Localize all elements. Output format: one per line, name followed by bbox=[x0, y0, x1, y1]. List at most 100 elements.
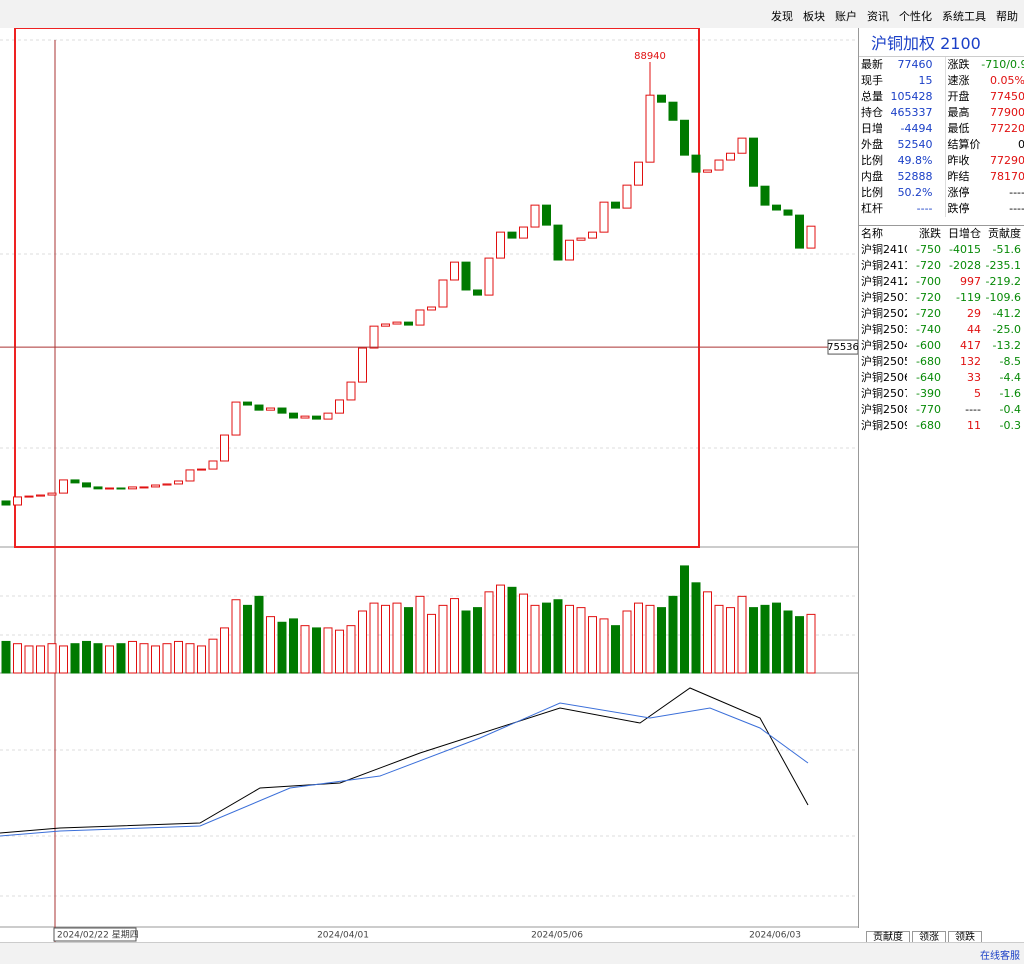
candle bbox=[622, 184, 632, 209]
date-label: 2024/02/22 星期四 bbox=[57, 930, 139, 941]
volume-bar bbox=[507, 586, 517, 674]
quote-row: 比例 49.8% 昨收 77290 bbox=[859, 153, 1024, 169]
contract-cell: -51.6 bbox=[992, 243, 1021, 256]
contract-row[interactable]: 沪铜2503 -740 44 -25.0 bbox=[859, 322, 1024, 338]
contract-row[interactable]: 沪铜2501 -720 -119 -109.6 bbox=[859, 290, 1024, 306]
volume-bar bbox=[795, 616, 804, 674]
volume-bar bbox=[93, 643, 103, 674]
candle bbox=[266, 407, 275, 411]
volume-bar bbox=[381, 604, 390, 674]
candle bbox=[36, 494, 45, 497]
candle bbox=[484, 257, 494, 296]
contract-row[interactable]: 沪铜2412 -700 997 -219.2 bbox=[859, 274, 1024, 290]
candle bbox=[151, 484, 160, 488]
quote-cell: 77460 bbox=[897, 58, 933, 71]
candle bbox=[519, 226, 528, 239]
contract-cell: -8.5 bbox=[999, 355, 1021, 368]
contract-row[interactable]: 沪铜2506 -640 33 -4.4 bbox=[859, 370, 1024, 386]
volume-bar bbox=[415, 595, 425, 674]
contract-cell: 沪铜2410 bbox=[861, 243, 907, 256]
candle bbox=[760, 185, 770, 206]
contract-row[interactable]: 沪铜2504 -600 417 -13.2 bbox=[859, 338, 1024, 354]
contract-row[interactable]: 沪铜2509 -680 11 -0.3 bbox=[859, 418, 1024, 434]
volume-bar bbox=[162, 643, 172, 674]
quote-cell: 50.2% bbox=[897, 186, 933, 199]
header-cell: 日增仓 bbox=[948, 227, 981, 240]
quote-cell: 内盘 bbox=[861, 170, 883, 183]
volume-bar bbox=[657, 607, 666, 674]
volume-bar bbox=[208, 638, 218, 674]
contract-row[interactable]: 沪铜2410 -750 -4015 -51.6 bbox=[859, 242, 1024, 258]
quote-cell: 465337 bbox=[890, 106, 933, 119]
menu: 发现 板块 账户 资讯 个性化 系统工具 帮助 bbox=[761, 8, 1018, 24]
contract-cell: -41.2 bbox=[992, 307, 1021, 320]
code: 2100 bbox=[940, 34, 981, 53]
contract-row[interactable]: 沪铜2505 -680 132 -8.5 bbox=[859, 354, 1024, 370]
contract-row[interactable]: 沪铜2508 -770 ---- -0.4 bbox=[859, 402, 1024, 418]
contract-cell: -720 bbox=[916, 307, 941, 320]
quote-row: 杠杆 ---- 跌停 ---- bbox=[859, 201, 1024, 217]
menu-item[interactable]: 个性化 bbox=[899, 10, 932, 23]
quote-cell: 77290 bbox=[989, 154, 1024, 167]
quote-cell: -710/0.91% bbox=[981, 58, 1024, 71]
volume-bar bbox=[461, 610, 471, 674]
candle bbox=[162, 483, 172, 486]
candle bbox=[726, 152, 735, 161]
contract-row[interactable]: 沪铜2411 -720 -2028 -235.1 bbox=[859, 258, 1024, 274]
contract-row[interactable]: 沪铜2507 -390 5 -1.6 bbox=[859, 386, 1024, 402]
candle bbox=[611, 201, 620, 209]
candle bbox=[473, 289, 482, 296]
contract-cell: 29 bbox=[967, 307, 981, 320]
contract-cell: 沪铜2508 bbox=[861, 403, 907, 416]
volume-bar bbox=[622, 610, 632, 674]
candle bbox=[312, 415, 321, 420]
price-box bbox=[827, 339, 858, 355]
candle bbox=[714, 159, 724, 171]
contract-cell: -720 bbox=[916, 259, 941, 272]
contract-cell: -680 bbox=[916, 355, 941, 368]
tab[interactable]: 领涨 bbox=[912, 931, 946, 944]
volume-bar bbox=[611, 625, 620, 674]
quote-cell: ---- bbox=[1009, 202, 1024, 215]
menu-item[interactable]: 帮助 bbox=[996, 10, 1018, 23]
header-cell: 贡献度 bbox=[988, 227, 1021, 240]
tab[interactable]: 贡献度 bbox=[866, 931, 910, 944]
quote-cell: -4494 bbox=[900, 122, 933, 135]
highlight-box bbox=[14, 28, 700, 548]
quote-cell: 最新 bbox=[861, 58, 883, 71]
volume-bar bbox=[806, 613, 816, 674]
menu-item[interactable]: 发现 bbox=[771, 10, 793, 23]
quote-cell: 现手 bbox=[861, 74, 883, 87]
candle bbox=[128, 486, 137, 490]
volume-bar bbox=[404, 607, 413, 674]
contract-table: 名称 涨跌 日增仓 贡献度 沪铜2410 -750 -4015 -51.6 沪铜2411 -720… bbox=[859, 225, 1024, 434]
volume-bar bbox=[335, 629, 344, 674]
menu-item[interactable]: 板块 bbox=[803, 10, 825, 23]
candle bbox=[300, 415, 310, 419]
support-link[interactable]: 在线客服 bbox=[980, 951, 1020, 962]
price-label: 75536 bbox=[827, 342, 858, 353]
candle bbox=[553, 224, 563, 261]
volume-bar bbox=[438, 604, 448, 674]
quote-cell: 78170 bbox=[989, 170, 1024, 183]
menu-item[interactable]: 资讯 bbox=[867, 10, 889, 23]
candle bbox=[323, 412, 333, 420]
volume-bar bbox=[772, 602, 781, 674]
volume-bar bbox=[645, 604, 655, 674]
header-cell: 名称 bbox=[861, 227, 883, 240]
candle bbox=[47, 492, 57, 496]
volume-bar bbox=[220, 627, 229, 674]
quote-cell: 涨跌 bbox=[944, 57, 982, 73]
volume-bar bbox=[128, 640, 137, 674]
candle bbox=[185, 469, 195, 482]
candle bbox=[427, 306, 436, 311]
volume-bar bbox=[565, 604, 574, 674]
menu-item[interactable]: 系统工具 bbox=[942, 10, 986, 23]
candle bbox=[289, 412, 298, 419]
menu-item[interactable]: 账户 bbox=[835, 10, 857, 23]
contract-cell: -740 bbox=[916, 323, 941, 336]
contract-cell: -750 bbox=[916, 243, 941, 256]
tab[interactable]: 领跌 bbox=[948, 931, 982, 944]
contract-row[interactable]: 沪铜2502 -720 29 -41.2 bbox=[859, 306, 1024, 322]
candle bbox=[369, 325, 379, 349]
